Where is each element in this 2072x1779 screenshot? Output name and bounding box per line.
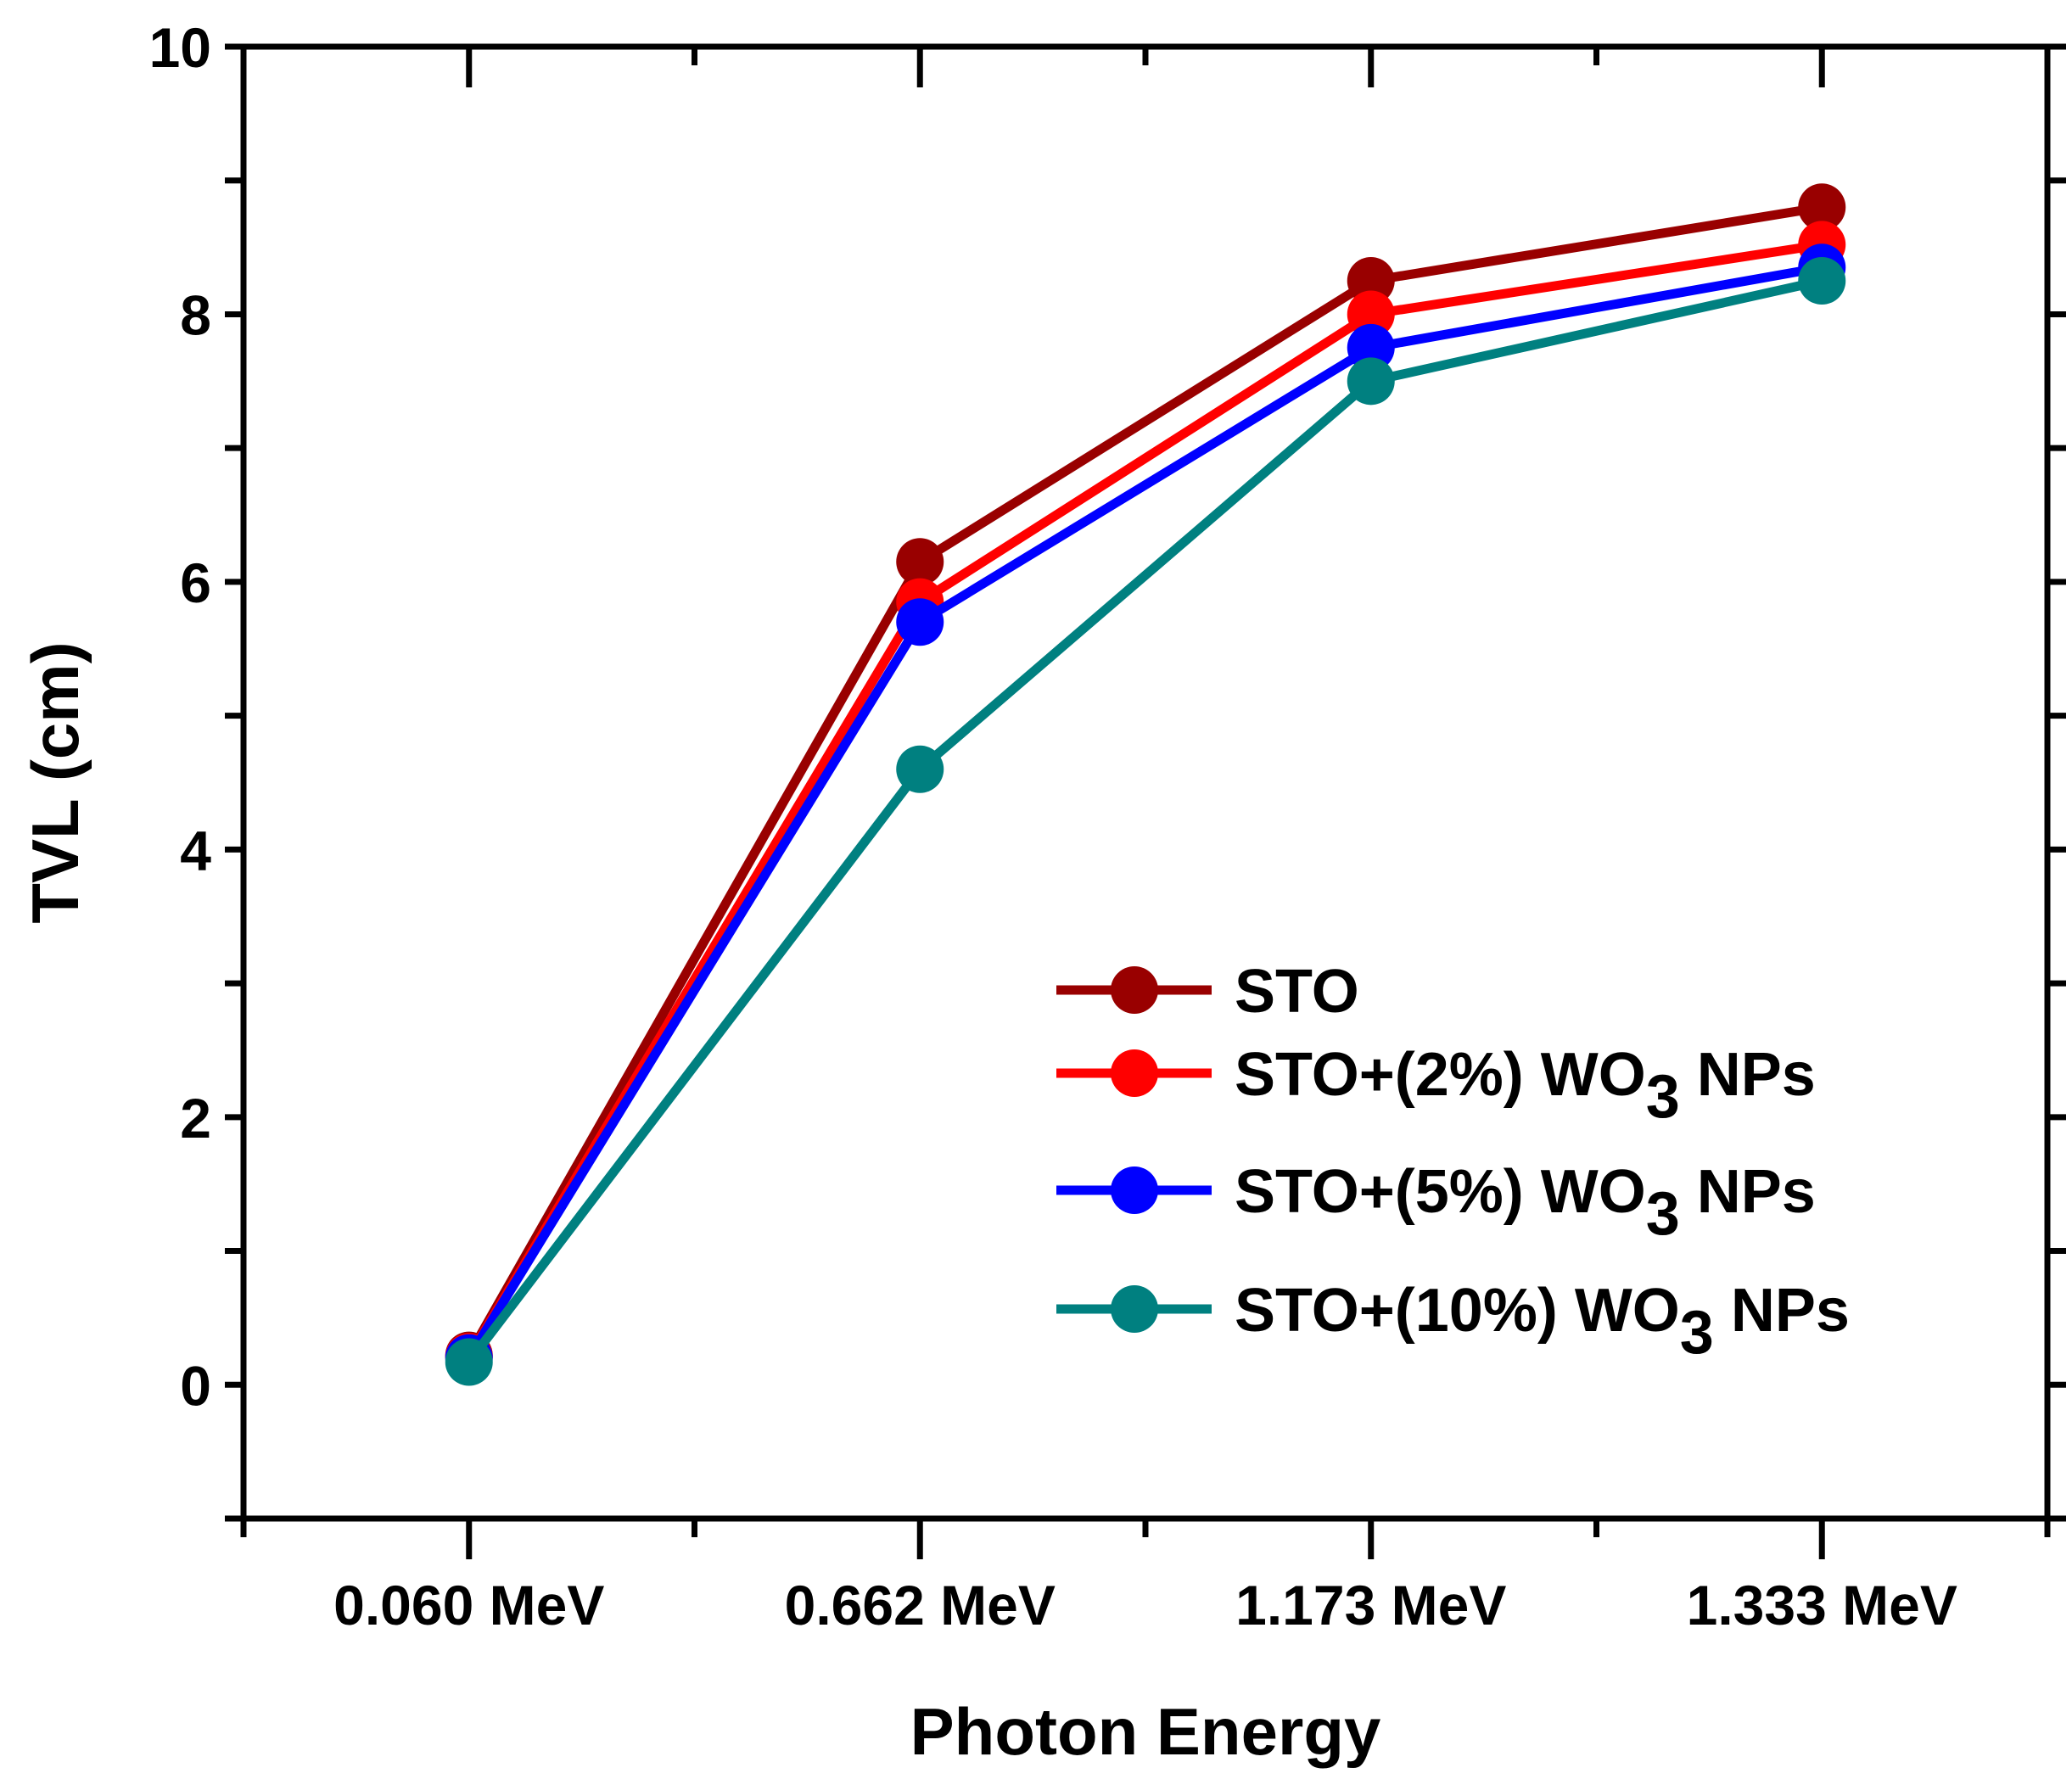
x-tick-label: 0.662 MeV <box>785 1574 1056 1636</box>
x-tick-label: 1.173 MeV <box>1235 1574 1506 1636</box>
legend-marker <box>1111 1049 1158 1097</box>
x-axis-title: Photon Energy <box>910 1694 1381 1769</box>
data-point <box>1798 257 1846 305</box>
y-tick-label: 10 <box>149 16 211 79</box>
series-4 <box>445 257 1846 1386</box>
legend-marker <box>1111 966 1158 1014</box>
y-tick-label: 8 <box>180 283 211 346</box>
legend-marker <box>1111 1285 1158 1333</box>
y-tick-label: 4 <box>180 819 211 881</box>
y-axis-title: TVL (cm) <box>18 641 92 923</box>
legend-item: STO+(10%) WO3 NPs <box>1056 1277 1850 1367</box>
series-group <box>445 183 1846 1386</box>
y-tick-label: 0 <box>180 1354 211 1417</box>
legend-label: STO+(5%) WO3 NPs <box>1235 1158 1816 1248</box>
data-point <box>1347 357 1395 406</box>
legend-item: STO+(2%) WO3 NPs <box>1056 1041 1816 1131</box>
data-point <box>445 1338 493 1386</box>
x-tick-label: 1.333 MeV <box>1687 1574 1957 1636</box>
series-line <box>465 276 1823 1365</box>
data-point <box>1347 257 1395 305</box>
data-point <box>1347 290 1395 338</box>
legend-item: STO <box>1056 958 1359 1026</box>
legend-label: STO+(10%) WO3 NPs <box>1235 1277 1850 1367</box>
data-point <box>1798 183 1846 232</box>
data-point <box>896 538 944 586</box>
series-line <box>465 240 1823 1359</box>
legend-marker <box>1111 1166 1158 1214</box>
series-line <box>464 202 1823 1358</box>
legend: STO STO+(2%) WO3 NPs STO+(5%) WO3 NPs STO+(… <box>1056 958 1850 1367</box>
legend-label: STO+(2%) WO3 NPs <box>1235 1041 1816 1131</box>
legend-label: STO <box>1235 958 1359 1026</box>
y-tick-label: 2 <box>180 1087 211 1150</box>
data-point <box>896 598 944 646</box>
series-line <box>465 262 1823 1361</box>
y-tick-label: 6 <box>180 551 211 614</box>
data-point <box>1347 323 1395 372</box>
legend-item: STO+(5%) WO3 NPs <box>1056 1158 1816 1248</box>
data-point <box>896 745 944 793</box>
axes: 0 2 4 6 8 10 0.060 MeV 0.662 MeV 1.173 MeV 1.333 … <box>149 16 2066 1636</box>
x-tick-label: 0.060 MeV <box>333 1574 604 1636</box>
